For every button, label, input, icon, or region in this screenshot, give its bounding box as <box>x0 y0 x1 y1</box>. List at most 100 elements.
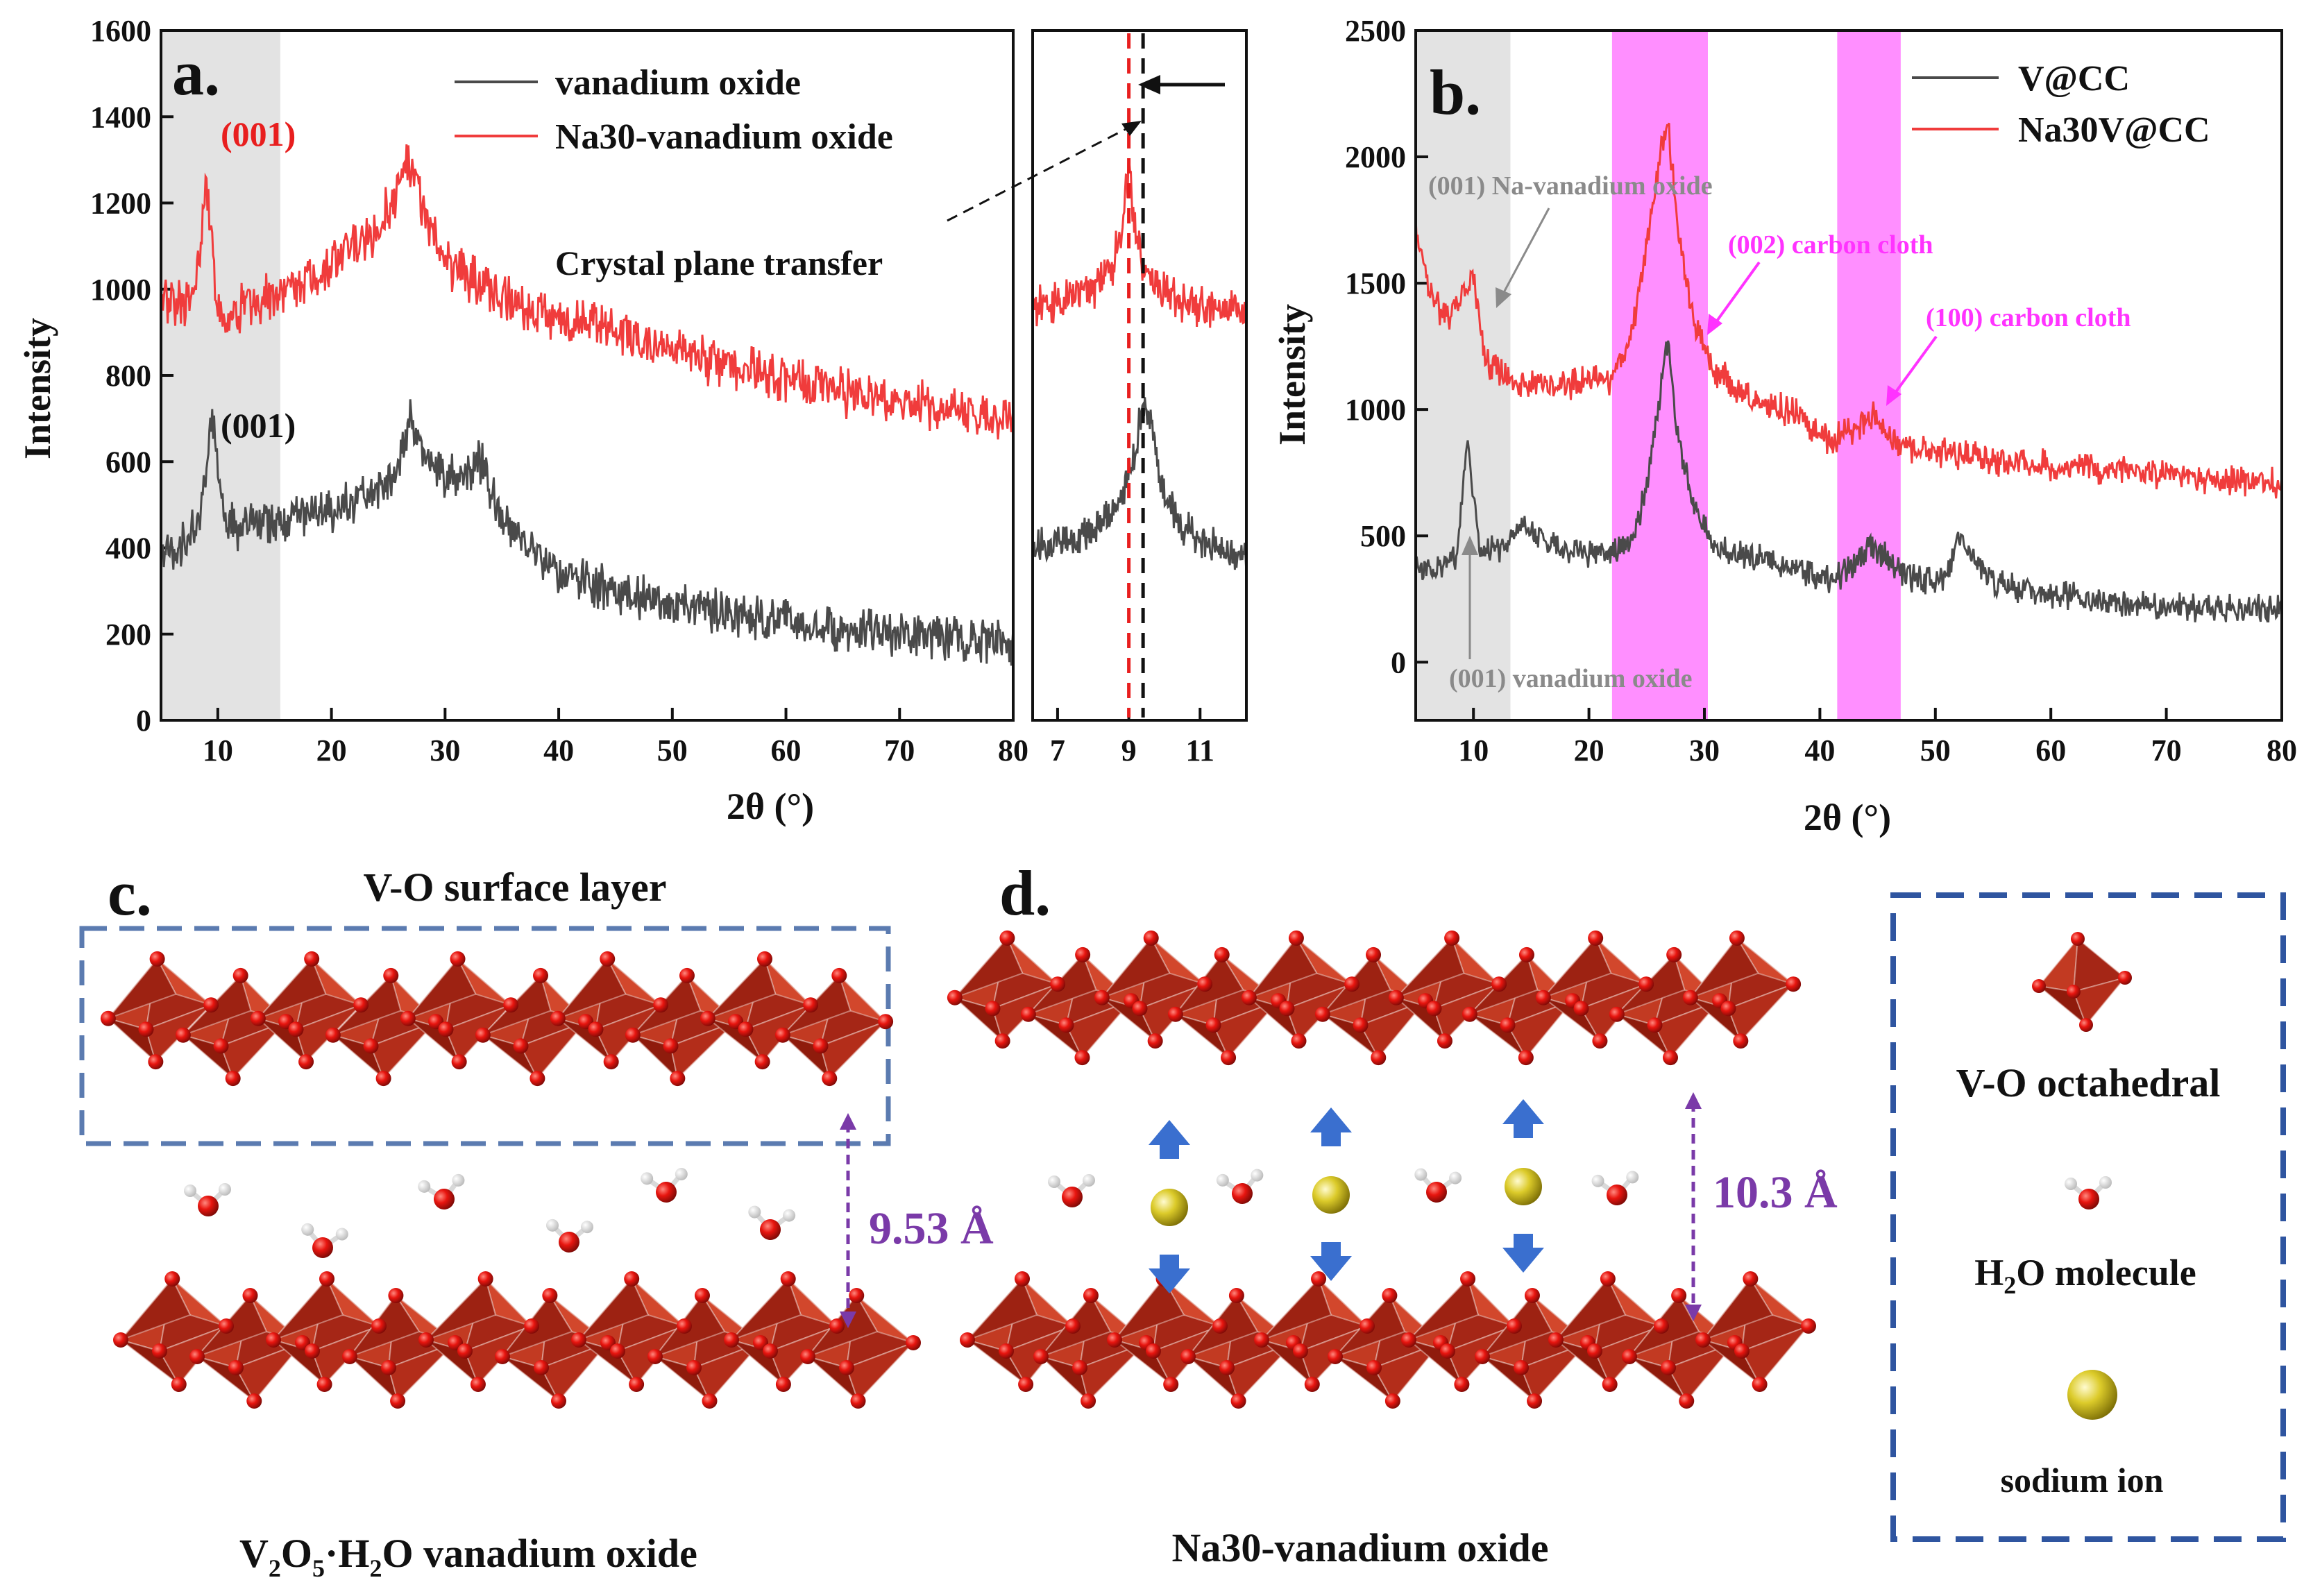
oxygen-atom <box>219 1318 234 1334</box>
octahedron-face <box>845 1342 914 1402</box>
oxygen-atom <box>1587 1343 1602 1359</box>
panel-b-frame <box>1414 29 2283 722</box>
panel-a-frame <box>160 29 1015 722</box>
oxygen-atom <box>353 997 369 1013</box>
y-tick-label: 0 <box>1391 645 1406 679</box>
oxygen-atom <box>1647 1017 1663 1033</box>
oxygen-atom <box>1214 946 1230 962</box>
panel-d-label: d. <box>999 858 1051 928</box>
oxygen-atom <box>1212 1318 1228 1334</box>
inset-ticks: 7 9 11 <box>1050 708 1214 767</box>
panel-a-xlabel: 2θ (°) <box>727 786 814 827</box>
octahedron-face <box>425 1277 497 1341</box>
octahedron-face <box>118 1277 192 1342</box>
oxygen-atom <box>457 1343 473 1359</box>
octahedron-face <box>271 1277 344 1342</box>
oxygen-atom <box>451 1054 467 1070</box>
oxygen-atom <box>475 1027 491 1043</box>
annot-001-vo: (001) vanadium oxide <box>1449 664 1692 693</box>
panel-b-xlabel: 2θ (°) <box>1804 797 1891 838</box>
water-molecule <box>1048 1174 1095 1207</box>
oxygen-atom <box>228 1360 244 1375</box>
octahedron-face <box>576 1277 650 1342</box>
oxygen-atom <box>1167 1006 1183 1022</box>
oxygen-atom <box>298 1054 314 1070</box>
oxygen-atom <box>1600 1271 1616 1287</box>
oxygen-atom <box>822 1071 838 1087</box>
y-tick-label: 600 <box>105 445 151 479</box>
oxygen-atom <box>1518 946 1534 962</box>
oxygen-atom <box>1573 1001 1589 1017</box>
y-tick-label: 0 <box>136 704 151 738</box>
oxygen-atom <box>829 1318 845 1334</box>
oxygen-atom <box>1314 1006 1330 1022</box>
oxygen-atom <box>1163 1377 1179 1392</box>
x-tick-label: 20 <box>1574 733 1604 767</box>
octahedron-face <box>555 958 627 1020</box>
oxygen-atom <box>1020 1006 1036 1022</box>
water-molecule <box>1216 1169 1264 1204</box>
oxygen-atom <box>1344 976 1360 992</box>
oxygen-atom <box>1254 1332 1269 1348</box>
oxygen-atom <box>316 1377 332 1392</box>
x-tick-label: 50 <box>657 733 688 767</box>
oxygen-atom <box>524 1318 539 1334</box>
oxygen-atom <box>1734 1343 1750 1359</box>
oxygen-atom <box>325 1027 341 1043</box>
oxygen-atom <box>232 967 248 983</box>
sodium-ion <box>1151 1189 1188 1226</box>
oxygen-atom <box>1786 976 1802 992</box>
y-tick-label: 1200 <box>90 187 151 221</box>
oxygen-atom <box>1661 1360 1676 1375</box>
x-tick-label: 70 <box>884 733 915 767</box>
octahedron-face <box>257 958 327 1019</box>
oxygen-atom <box>1205 1017 1221 1033</box>
panel-b-ticks: 10 20 30 40 50 60 70 80 0 500 1000 1500 2000 2500 <box>1345 14 2297 767</box>
oxygen-atom <box>152 1343 167 1359</box>
oxygen-atom <box>1437 1033 1452 1049</box>
oxygen-atom <box>363 1038 379 1054</box>
vo-surface-layer-title: V-O surface layer <box>364 865 667 910</box>
panel-b-ylabel: Intensity <box>1271 304 1313 445</box>
oxygen-atom <box>1328 1349 1343 1364</box>
x-tick-label: 10 <box>1458 733 1489 767</box>
shift-arrowhead <box>1138 75 1160 94</box>
oxygen-atom <box>542 1288 558 1303</box>
oxygen-atom <box>225 1071 241 1087</box>
oxygen-atom <box>1230 1393 1246 1409</box>
oxygen-atom <box>1107 1332 1122 1348</box>
water-molecules <box>184 1167 796 1258</box>
oxygen-atom <box>1654 1318 1669 1334</box>
oxygen-atom <box>495 1349 510 1364</box>
vo-layer-bottom <box>113 1271 921 1409</box>
water-molecule <box>748 1205 796 1240</box>
oxygen-atom <box>171 1377 187 1392</box>
octahedron-face <box>105 958 177 1020</box>
oxygen-atom <box>390 1393 406 1409</box>
oxygen-atom <box>1081 1393 1096 1409</box>
blue-arrow <box>1149 1255 1190 1293</box>
octahedron-face <box>1740 1324 1811 1386</box>
oxygen-atom <box>1018 1377 1034 1392</box>
oxygen-atom <box>610 1343 625 1359</box>
x-tick-label: 80 <box>998 733 1028 767</box>
oxygen-atom <box>1075 946 1091 962</box>
oxygen-atom <box>189 1349 205 1364</box>
oxygen-atom <box>1592 1033 1608 1049</box>
octahedron-face <box>1408 1277 1480 1341</box>
annot-100-cc: (100) carbon cloth <box>1926 303 2131 332</box>
oxygen-atom <box>774 1027 790 1043</box>
oxygen-atom <box>342 1349 357 1364</box>
y-tick-label: 800 <box>105 359 151 393</box>
panel-b-label: b. <box>1430 57 1481 128</box>
oxygen-atom <box>1454 1377 1470 1392</box>
oxygen-atom <box>1072 1360 1087 1375</box>
oxygen-atom <box>164 1271 180 1287</box>
legend-water-icon <box>2065 1176 2112 1209</box>
panel-a-ticks: 10 20 30 40 50 60 70 80020040060080010001200140… <box>90 14 1028 767</box>
oxygen-atom <box>1743 1271 1759 1287</box>
distance-label-c: 9.53 Å <box>869 1203 994 1254</box>
y-tick-label: 500 <box>1360 519 1406 553</box>
octahedron-face <box>693 1342 761 1402</box>
oxygen-atom <box>242 1288 258 1303</box>
